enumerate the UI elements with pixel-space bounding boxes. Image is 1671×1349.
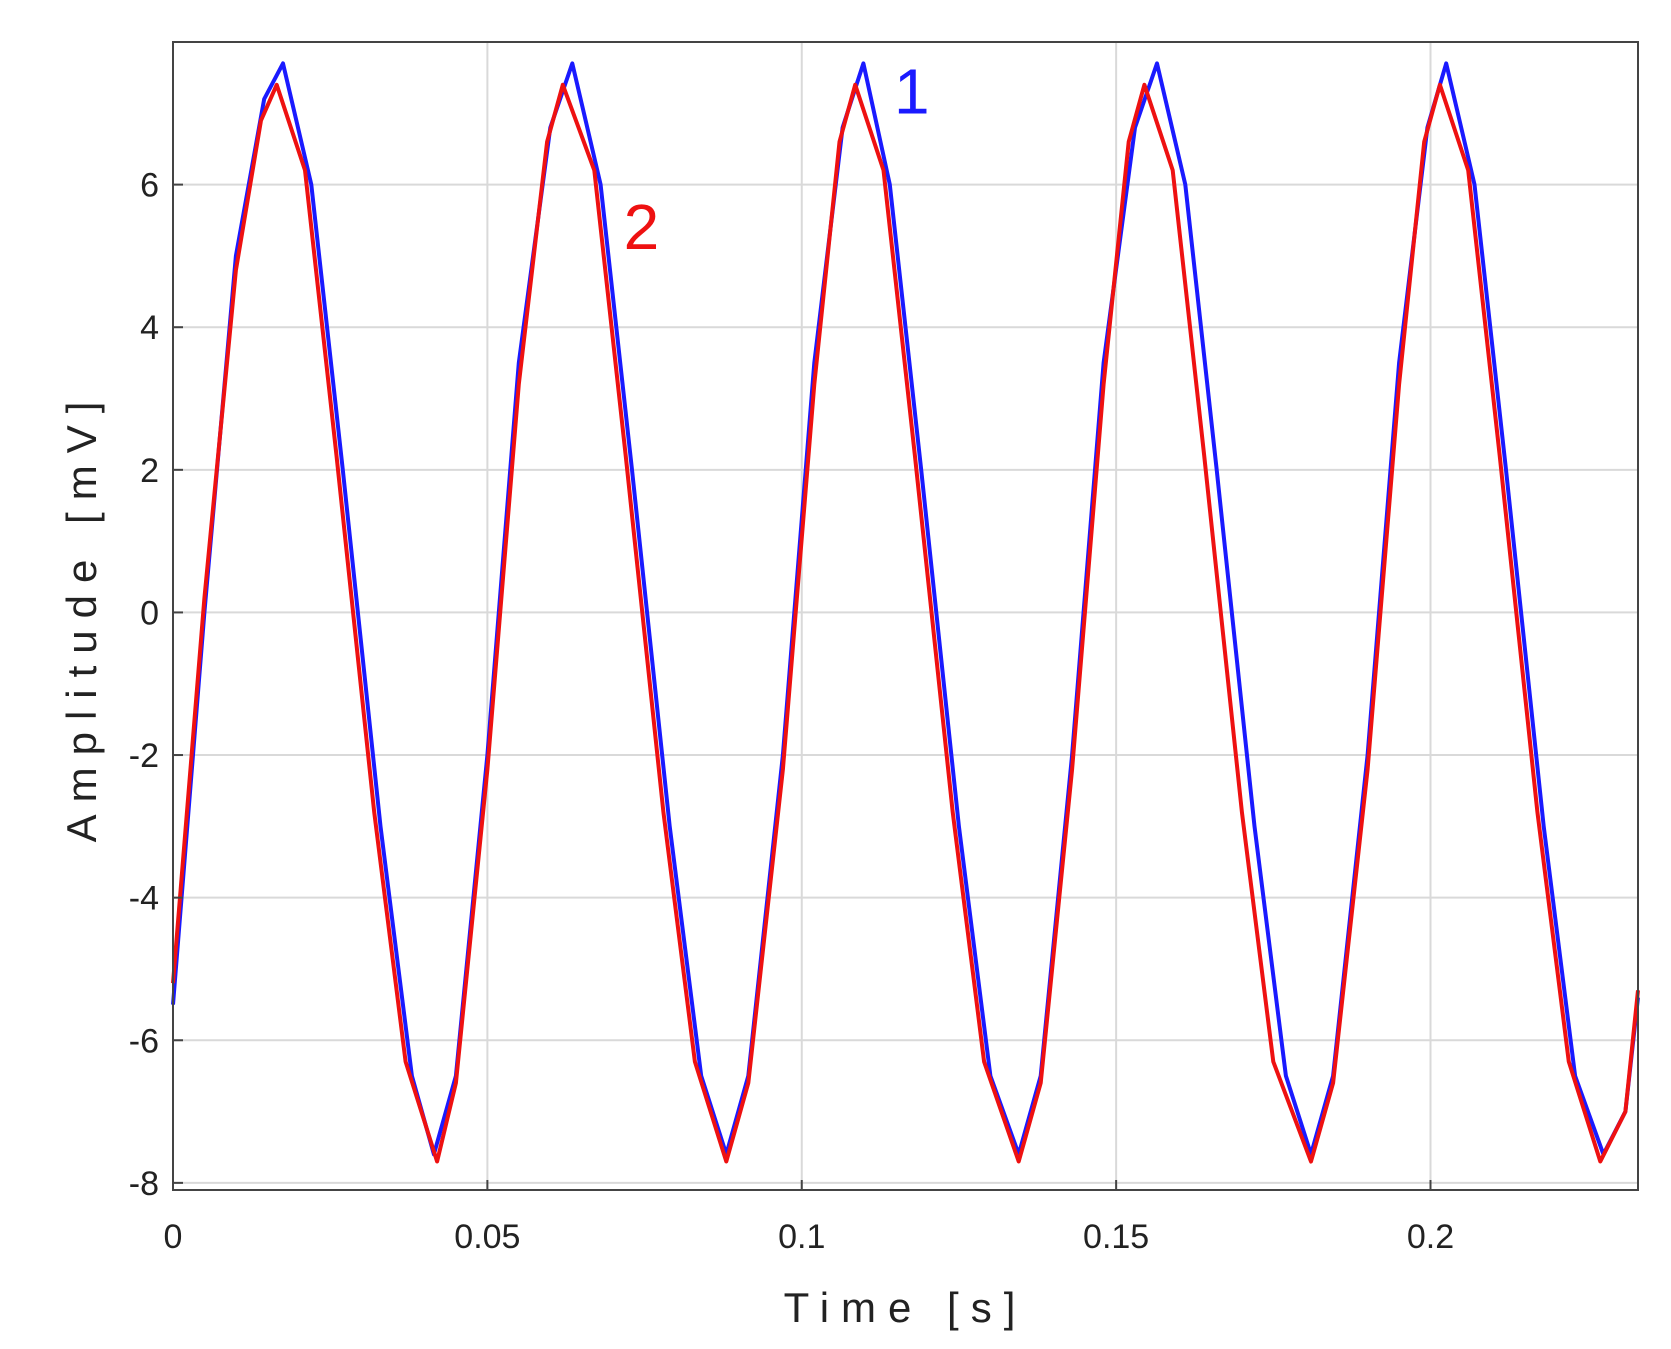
series-annotation-2: 2: [624, 191, 660, 263]
x-tick-label: 0.15: [1083, 1218, 1149, 1256]
x-tick-label: 0.2: [1407, 1218, 1454, 1256]
y-tick-label: -6: [129, 1022, 159, 1060]
series-annotations: 12: [624, 55, 930, 262]
y-tick-label: 4: [140, 309, 159, 347]
y-tick-label: 2: [140, 452, 159, 490]
x-tick-label: 0: [164, 1218, 183, 1256]
series-line-2: [171, 82, 1640, 1164]
x-tick-label: 0.1: [778, 1218, 825, 1256]
plot-frame: [172, 41, 1639, 1191]
x-axis-label: Time [s]: [784, 1284, 1028, 1331]
y-tick-label: 0: [140, 594, 159, 632]
y-tick-label: 6: [140, 167, 159, 205]
series-group: [171, 61, 1640, 1164]
y-axis-label: Amplitude [mV]: [58, 390, 105, 843]
y-tick-label: -4: [129, 880, 159, 918]
y-tick-label: -2: [129, 737, 159, 775]
x-tick-label: 0.05: [454, 1218, 520, 1256]
series-annotation-1: 1: [894, 55, 930, 127]
y-tick-label: -8: [129, 1165, 159, 1203]
tick-labels: 0 0.05 0.1 0.15 0.2 -8 -6 -4 -2 0 2 4 6: [129, 167, 1454, 1256]
